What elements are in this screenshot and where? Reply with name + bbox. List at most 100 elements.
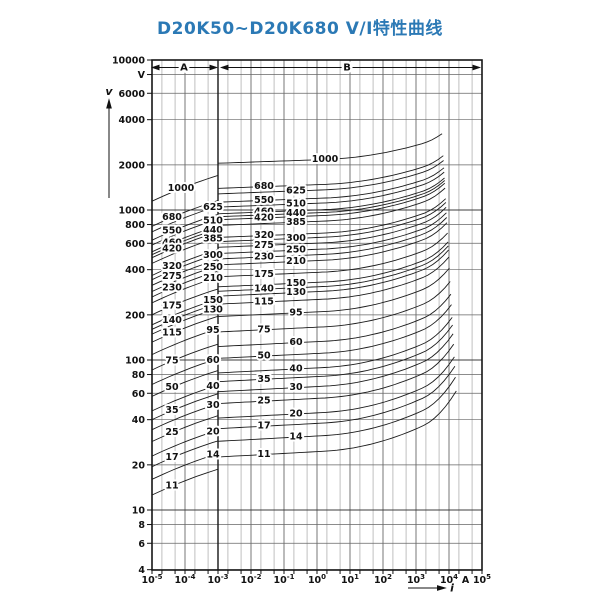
vi-curve-35 [151, 324, 453, 421]
vi-curve-17 [151, 365, 456, 468]
y-tick-label: 8 [138, 520, 145, 531]
grid-lines [151, 59, 483, 571]
curve-label-b-510: 510 [286, 199, 306, 210]
curve-label-a-210: 210 [203, 273, 223, 284]
curve-label-b-17: 17 [257, 421, 270, 432]
vi-curve-320 [151, 198, 446, 276]
curve-label-b-625: 625 [286, 185, 306, 196]
vi-curve-40 [151, 317, 453, 412]
y-tick-label: 6 [138, 539, 145, 550]
x-tick-label: 10-3 [207, 573, 228, 586]
x-tick-label: 100 [308, 573, 326, 586]
curve-label-a-60: 60 [206, 355, 220, 366]
curve-label-a-230: 230 [162, 283, 182, 294]
region-a-arrow [150, 64, 219, 71]
y-tick-label: 800 [125, 220, 145, 231]
y-tick-label: 200 [125, 310, 145, 321]
y-axis-arrow [106, 98, 112, 198]
vi-curve-680 [151, 155, 444, 227]
curve-label-a-30: 30 [206, 400, 220, 411]
region-a-label: A [180, 63, 188, 74]
curve-label-a-175: 175 [162, 300, 182, 311]
curve-label-a-320: 320 [162, 261, 182, 272]
curve-label-b-230: 230 [254, 251, 274, 262]
x-tick-label: 102 [374, 573, 392, 586]
curve-label-b-11: 11 [257, 449, 270, 460]
curve-label-b-75: 75 [257, 324, 270, 335]
vi-curve-210 [151, 222, 448, 304]
x-tick-label: 10-2 [240, 573, 261, 586]
curve-label-b-440: 440 [286, 208, 306, 219]
curve-label-a-440: 440 [203, 225, 223, 236]
curve-label-b-50: 50 [257, 351, 271, 362]
x-tick-label: 10-5 [141, 573, 162, 586]
vi-curve-95 [151, 267, 450, 356]
vi-curve-20 [151, 356, 455, 457]
curve-label-a-420: 420 [162, 243, 182, 254]
curve-label-b-130: 130 [286, 287, 306, 298]
vi-curve-250 [151, 212, 447, 292]
curve-label-a-385: 385 [203, 234, 223, 245]
x-tick-label: 101 [341, 573, 359, 586]
y-tick-label: 10 [132, 506, 146, 517]
curve-label-a-275: 275 [162, 271, 182, 282]
curve-label-b-210: 210 [286, 256, 306, 267]
vi-curve-150 [151, 241, 449, 326]
curve-label-a-130: 130 [203, 304, 223, 315]
curve-label-a-510: 510 [203, 215, 223, 226]
y-tick-label: 4 [138, 565, 145, 576]
vi-curve-300 [151, 202, 447, 281]
curve-label-a-460: 460 [162, 237, 182, 248]
curve-label-a-14: 14 [206, 450, 220, 461]
curve-label-a-25: 25 [165, 427, 178, 438]
y-tick-label: 600 [125, 239, 145, 250]
vi-curve-550 [151, 167, 445, 241]
x-tick-label: 105 [473, 573, 491, 586]
vi-curve-230 [151, 217, 448, 298]
curve-label-b-20: 20 [289, 408, 303, 419]
region-b-arrow [219, 64, 482, 71]
curve-label-b-460: 460 [254, 207, 274, 218]
curve-label-b-175: 175 [254, 269, 274, 280]
curve-label-b-140: 140 [254, 284, 274, 295]
vi-curve-11 [151, 390, 457, 496]
x-axis-arrow [408, 585, 447, 591]
curve-label-a-17: 17 [165, 452, 178, 463]
curve-label-a-35: 35 [165, 405, 178, 416]
curve-label-a-20: 20 [206, 426, 220, 437]
curve-label-a-1000: 1000 [168, 183, 195, 194]
x-tick-label: 10-4 [174, 573, 195, 586]
curve-label-a-40: 40 [206, 381, 220, 392]
x-axis-quantity-label: i [450, 582, 454, 595]
vi-curve-275 [151, 206, 447, 286]
x-tick-label: 103 [407, 573, 425, 586]
curve-label-a-550: 550 [162, 226, 182, 237]
vi-curve-175 [151, 232, 448, 316]
curve-label-a-50: 50 [165, 382, 179, 393]
curve-label-a-300: 300 [203, 250, 223, 261]
vi-curves [151, 133, 457, 496]
y-tick-label: 2000 [119, 160, 146, 171]
y-tick-label: 400 [125, 265, 145, 276]
vi-curve-30 [151, 333, 454, 431]
x-tick-label: 10-1 [273, 573, 294, 586]
vi-curve-440 [151, 180, 445, 256]
y-tick-label: 10000 [112, 56, 145, 67]
curve-label-a-680: 680 [162, 212, 182, 223]
curve-label-b-115: 115 [254, 296, 274, 307]
vi-curve-60 [151, 293, 452, 385]
curve-label-a-95: 95 [206, 325, 219, 336]
curve-label-b-95: 95 [289, 307, 302, 318]
vi-curve-25 [151, 343, 455, 442]
curve-label-b-420: 420 [254, 212, 274, 223]
y-axis-ticks: 10000 V 6000 4000 2000 1000 800 600 400 200 100 80 6… [112, 56, 152, 576]
curve-label-b-14: 14 [289, 432, 303, 443]
x-tick-label: 104 [440, 573, 458, 586]
curve-label-a-250: 250 [203, 262, 223, 273]
y-tick-label: 6000 [119, 89, 146, 100]
y-tick-label: 80 [132, 370, 146, 381]
vi-curve-14 [151, 377, 456, 480]
curve-label-b-60: 60 [289, 337, 303, 348]
